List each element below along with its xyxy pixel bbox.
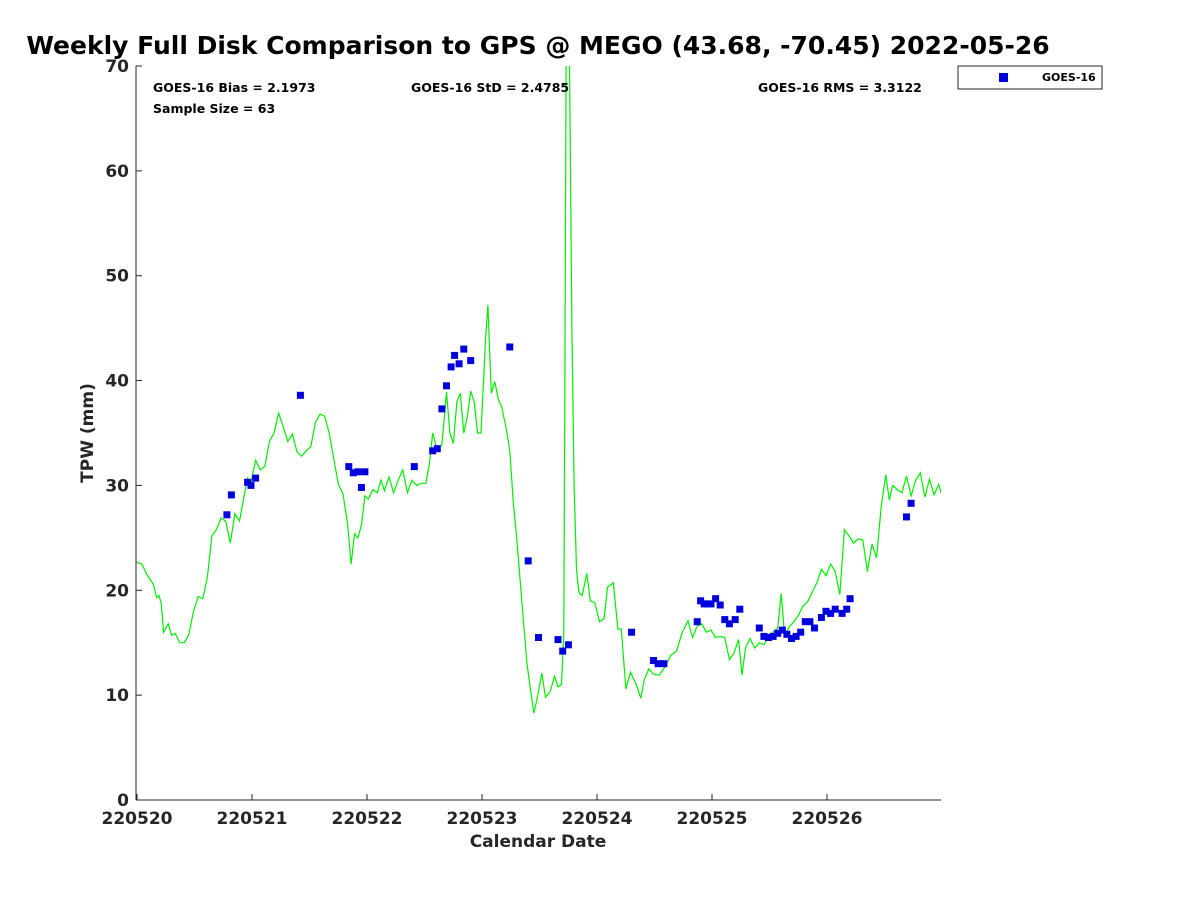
legend-label-goes16: GOES-16 — [1042, 71, 1096, 84]
goes16-point — [769, 632, 777, 640]
plot-area — [135, 66, 941, 801]
goes16-point — [252, 474, 260, 482]
y-tick-label: 60 — [105, 162, 129, 182]
goes16-point — [564, 641, 572, 649]
goes16-point — [760, 632, 768, 640]
goes16-point — [223, 511, 231, 519]
goes16-point — [467, 357, 475, 365]
x-tick-label: 220520 — [102, 809, 173, 829]
x-tick-label: 220525 — [677, 809, 748, 829]
chart-title: Weekly Full Disk Comparison to GPS @ MEG… — [26, 31, 1049, 60]
goes16-point — [535, 634, 542, 641]
goes16-point — [712, 595, 720, 603]
goes16-point — [654, 660, 662, 668]
goes16-point — [345, 463, 353, 471]
gps-line-layer — [136, 66, 941, 714]
legend: GOES-16 — [957, 65, 1103, 90]
goes16-point — [524, 557, 532, 565]
x-tick-label: 220522 — [332, 809, 403, 829]
goes16-point — [443, 382, 450, 390]
y-tick-label: 0 — [117, 791, 129, 811]
plot-background — [136, 66, 941, 800]
goes16-point — [801, 618, 809, 626]
goes16-point — [774, 629, 782, 637]
x-tick-label: 220521 — [217, 809, 288, 829]
goes16-point — [792, 632, 800, 640]
goes16-point — [731, 616, 739, 624]
goes16-point — [361, 468, 369, 476]
x-tick-label: 220524 — [562, 809, 633, 829]
goes16-point — [707, 600, 715, 608]
goes16-point — [451, 351, 459, 359]
x-tick-label: 220526 — [792, 809, 863, 829]
goes16-point — [660, 660, 668, 668]
goes16-point — [831, 605, 839, 613]
x-axis-label: Calendar Date — [470, 832, 607, 852]
goes16-point — [811, 624, 818, 632]
y-tick-label: 50 — [105, 267, 129, 287]
bias-stat: GOES-16 Bias = 2.1973 — [153, 80, 315, 95]
goes16-point — [846, 595, 854, 603]
rms-stat: GOES-16 RMS = 3.3122 — [758, 80, 922, 95]
goes16-point — [716, 601, 724, 609]
goes16-point — [827, 609, 835, 617]
goes16-point — [455, 360, 463, 368]
goes16-point — [822, 607, 830, 615]
y-tick-label: 20 — [105, 581, 129, 601]
goes16-point — [247, 481, 255, 489]
y-axis-label: TPW (mm) — [78, 383, 98, 483]
goes16-point — [903, 513, 910, 521]
goes16-point — [506, 343, 514, 351]
x-axis-ticks: 220520 220521 220522 220523 220524 220525 2205… — [102, 794, 863, 829]
goes16-point — [838, 609, 846, 617]
goes16-point — [778, 626, 786, 634]
goes16-point — [559, 647, 567, 655]
goes16-point — [438, 405, 446, 413]
goes16-point — [628, 628, 636, 636]
goes16-point — [721, 616, 729, 624]
goes16-point — [354, 468, 362, 476]
legend-marker-goes16 — [999, 73, 1008, 82]
goes16-point — [349, 469, 357, 477]
goes16-point — [357, 484, 365, 491]
legend-box — [957, 65, 1103, 90]
goes16-point — [447, 363, 455, 371]
goes16-point — [797, 628, 805, 636]
goes16-point — [725, 620, 733, 628]
goes16-point — [736, 605, 744, 613]
goes16-point — [554, 636, 562, 644]
goes16-point — [296, 391, 304, 399]
goes16-scatter-layer — [223, 343, 915, 668]
goes16-point — [783, 630, 791, 638]
goes16-point — [693, 618, 701, 626]
goes16-point — [460, 345, 468, 353]
goes16-point — [433, 445, 441, 453]
y-tick-label: 30 — [105, 476, 129, 496]
goes16-point — [817, 614, 825, 621]
goes16-point — [843, 605, 851, 613]
x-tick-label: 220523 — [447, 809, 518, 829]
y-axis-ticks: 0 10 20 30 40 50 60 70 — [105, 57, 142, 811]
goes16-point — [755, 624, 763, 632]
goes16-point — [227, 491, 235, 499]
sample-size-stat: Sample Size = 63 — [153, 101, 275, 116]
y-tick-label: 70 — [105, 57, 129, 77]
gps-tpw-line — [136, 66, 941, 714]
goes16-point — [907, 499, 915, 507]
goes16-point — [765, 634, 772, 641]
goes16-point — [410, 463, 418, 471]
goes16-point — [788, 635, 795, 642]
goes16-point — [429, 447, 437, 455]
goes16-point — [650, 657, 657, 664]
goes16-point — [806, 618, 814, 626]
std-stat: GOES-16 StD = 2.4785 — [411, 80, 569, 95]
y-tick-label: 10 — [105, 686, 129, 706]
y-tick-label: 40 — [105, 372, 129, 392]
